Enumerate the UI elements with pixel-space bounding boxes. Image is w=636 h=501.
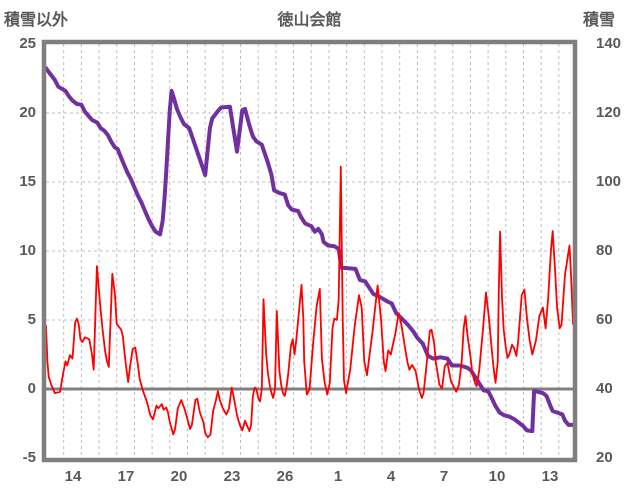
plot-frame	[41, 39, 578, 463]
right-axis-title: 積雪	[583, 12, 616, 29]
left-axis-tick: 20	[19, 104, 36, 121]
right-axis-tick: 60	[596, 311, 613, 328]
left-axis-tick: 0	[27, 380, 36, 397]
x-axis-tick: 23	[223, 468, 241, 485]
x-axis-tick: 20	[170, 468, 188, 485]
x-axis-tick: 26	[276, 468, 294, 485]
right-axis-tick: 20	[596, 449, 613, 466]
left-axis-title: 積雪以外	[4, 12, 69, 29]
snow-depth-line	[46, 66, 573, 434]
temperature-line	[46, 165, 573, 439]
x-axis-tick: 17	[117, 468, 135, 485]
x-axis-tick: 10	[488, 468, 506, 485]
left-axis-tick: 25	[19, 35, 36, 52]
x-axis-tick: 14	[64, 468, 82, 485]
right-axis-tick: 80	[596, 242, 613, 259]
x-axis-tick: 13	[541, 468, 559, 485]
x-axis-tick: 4	[386, 468, 396, 485]
right-axis-tick: 40	[596, 380, 613, 397]
x-axis-tick: 1	[333, 468, 343, 485]
right-axis-tick: 120	[596, 104, 622, 121]
x-axis-tick: 7	[439, 468, 449, 485]
left-axis-tick: 15	[19, 173, 36, 190]
left-axis-tick: -5	[22, 449, 36, 466]
left-axis-tick: 5	[27, 311, 36, 328]
right-axis-tick: 100	[596, 173, 622, 190]
right-axis-tick: 140	[596, 35, 622, 52]
chart-title: 徳山会館	[277, 12, 342, 29]
left-axis-tick: 10	[19, 242, 36, 259]
